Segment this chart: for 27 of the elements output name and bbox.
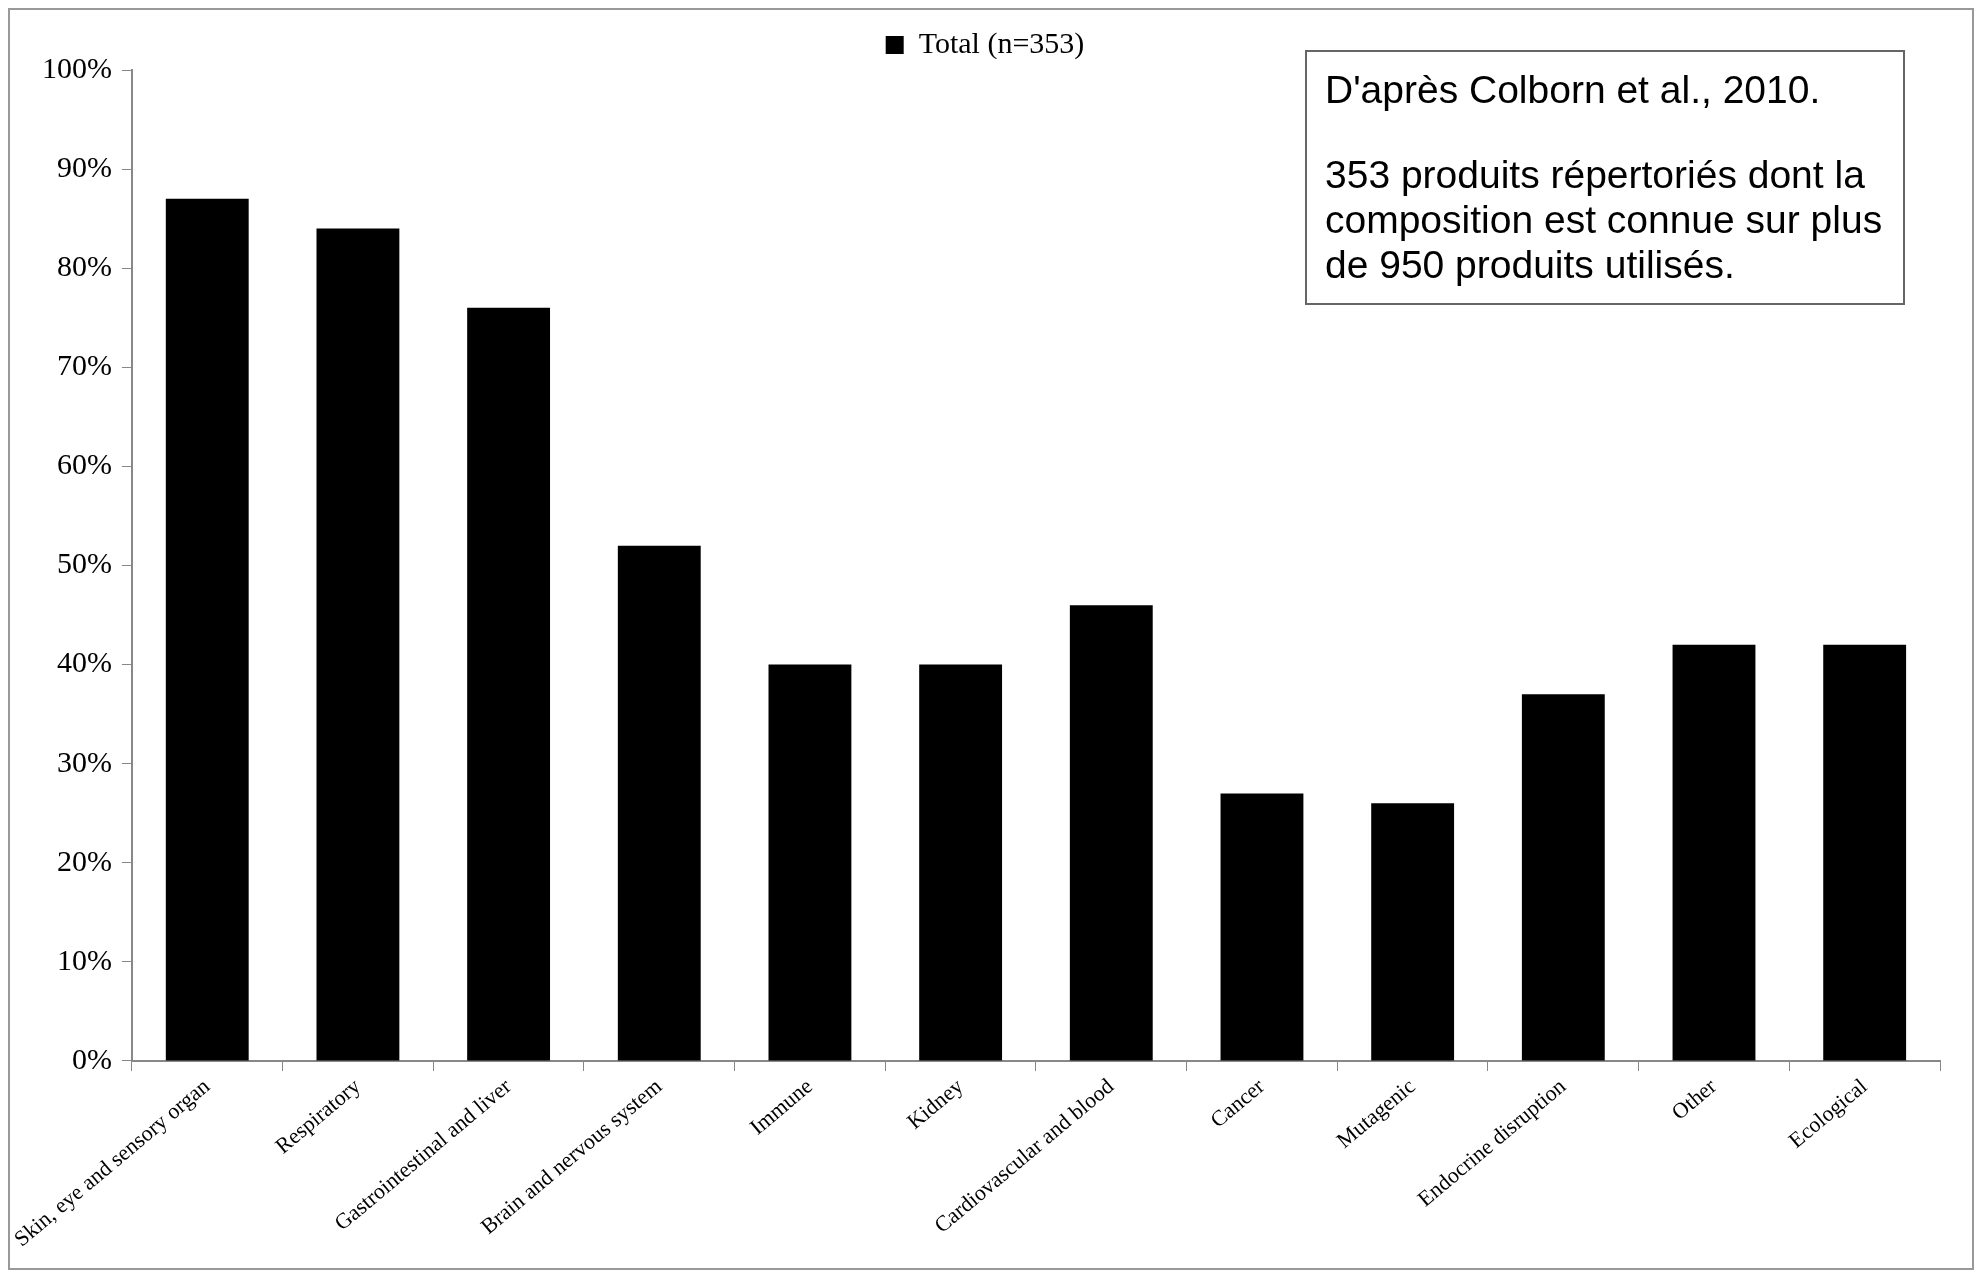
y-tick-label: 0% — [71, 1041, 112, 1075]
y-tick-label: 20% — [56, 843, 112, 877]
bar — [617, 545, 701, 1061]
y-tick-label: 30% — [56, 744, 112, 778]
y-tick-label: 100% — [41, 50, 112, 84]
y-tick-label: 60% — [56, 447, 112, 481]
bar — [1672, 644, 1756, 1061]
x-tick-label: Other — [1666, 1072, 1722, 1125]
bar — [165, 198, 249, 1061]
bar — [1371, 803, 1455, 1061]
annotation: 353 produits répertoriés dont la composition est connue sur plus de 950 produits utilisés. — [1325, 152, 1884, 288]
legend-label: Total (n=353) — [918, 25, 1085, 60]
y-tick-label: 90% — [56, 149, 112, 183]
bar — [316, 228, 400, 1061]
bar — [1069, 605, 1153, 1061]
y-tick-label: 40% — [56, 645, 112, 679]
bar — [768, 664, 852, 1061]
bar — [467, 307, 551, 1061]
y-tick-label: 50% — [56, 546, 112, 580]
bar — [1823, 644, 1907, 1061]
y-tick-label: 70% — [56, 348, 112, 382]
y-tick-label: 80% — [56, 249, 112, 283]
bar — [919, 664, 1003, 1061]
annotation: D'après Colborn et al., 2010. — [1325, 68, 1822, 113]
bar — [1220, 793, 1304, 1061]
bar — [1521, 694, 1605, 1061]
y-tick-label: 10% — [56, 942, 112, 976]
